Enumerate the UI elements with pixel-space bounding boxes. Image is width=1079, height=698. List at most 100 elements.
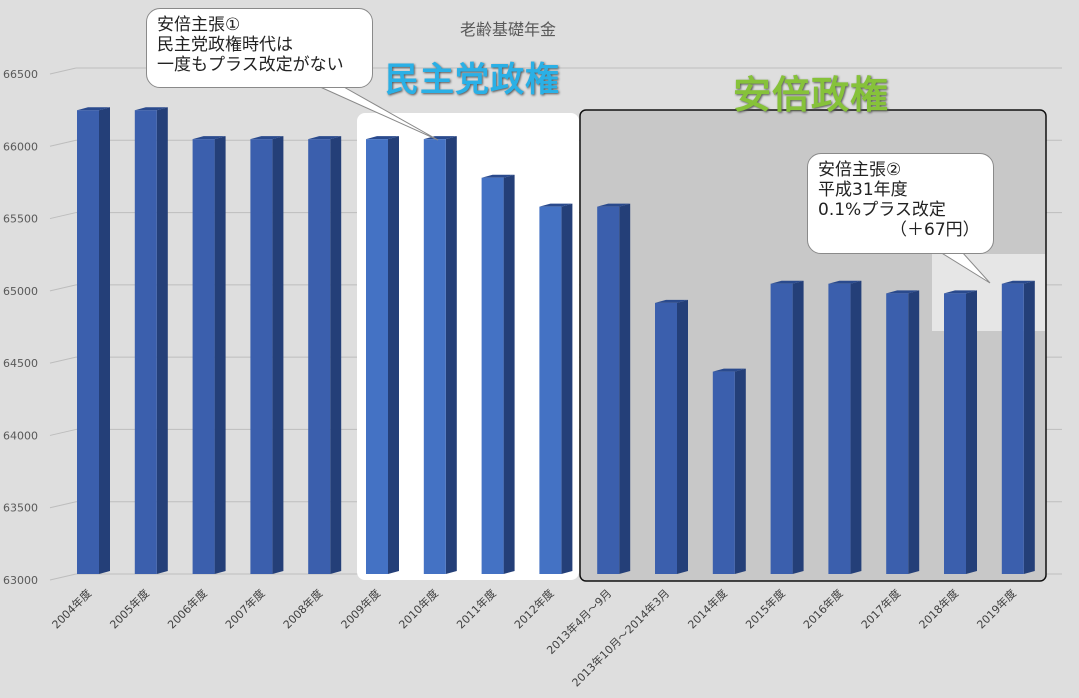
bar-side [677, 299, 688, 574]
x-tick-label: 2011年度 [453, 586, 498, 631]
x-tick-label: 2008年度 [280, 586, 325, 631]
y-tick-label: 65000 [3, 285, 38, 298]
gridline [49, 573, 77, 581]
gridline [49, 139, 77, 147]
x-tick-label: 2019年度 [974, 586, 1019, 631]
gridline [49, 501, 77, 509]
era-label-dpj: 民主党政権 [385, 60, 560, 100]
bar-front [308, 139, 331, 574]
bar-front [77, 110, 99, 575]
bar [770, 280, 804, 574]
bar [481, 174, 515, 574]
callout-2-line: 安倍主張② [818, 160, 902, 180]
bar-top [481, 174, 515, 178]
bar-front [539, 206, 562, 575]
bar-side [908, 290, 920, 574]
bar-side [792, 280, 804, 574]
bar [192, 136, 226, 574]
bar-front [886, 293, 909, 574]
gridline [49, 212, 77, 220]
y-axis-ticks: 63000 63500 64000 64500 65000 65500 66000 66500 [3, 68, 38, 587]
bar-top [539, 203, 573, 207]
bar-top [366, 136, 399, 140]
x-tick-label: 2016年度 [800, 586, 845, 631]
x-tick-label: 2007年度 [222, 586, 267, 631]
bar-front [423, 139, 446, 574]
x-tick-label: 2006年度 [164, 586, 209, 631]
bar [423, 136, 457, 574]
bar-top [1001, 280, 1035, 284]
y-tick-label: 63500 [3, 502, 38, 515]
bar-top [770, 280, 804, 284]
bar-top [77, 107, 110, 111]
callout-2-line: 0.1%プラス改定 [818, 200, 946, 220]
bar-front [828, 283, 851, 574]
bar [366, 136, 399, 574]
bar-side [561, 203, 573, 575]
bar [828, 280, 862, 574]
bar-front [944, 293, 966, 574]
bar-side [99, 107, 110, 575]
y-tick-label: 66000 [3, 140, 38, 153]
x-tick-label: 2009年度 [338, 586, 383, 631]
bar [134, 107, 168, 575]
bar-front [597, 206, 620, 575]
y-tick-label: 66500 [3, 68, 38, 81]
bar-side [272, 136, 284, 574]
callout-1-line: 安倍主張① [157, 15, 241, 35]
bar-top [828, 280, 862, 284]
bar-side [734, 368, 746, 574]
bar-side [388, 136, 399, 574]
bar-side [619, 203, 631, 575]
x-tick-label: 2012年度 [511, 586, 556, 631]
bar [77, 107, 110, 575]
bar [308, 136, 342, 574]
bars [77, 107, 1035, 575]
bar-front [481, 177, 504, 574]
bar-front [134, 110, 157, 575]
y-tick-label: 64500 [3, 357, 38, 370]
bar-front [192, 139, 215, 574]
bar-top [597, 203, 631, 207]
x-tick-label: 2017年度 [858, 586, 903, 631]
x-tick-label: 2015年度 [742, 586, 787, 631]
bar [1001, 280, 1035, 574]
x-tick-label: 2004年度 [49, 586, 94, 631]
bar-front [250, 139, 273, 574]
bar [250, 136, 284, 574]
bar [539, 203, 573, 575]
x-tick-label: 2010年度 [396, 586, 441, 631]
bar-side [503, 174, 515, 574]
era-label-abe: 安倍政権 [733, 73, 890, 117]
y-tick-label: 64000 [3, 429, 38, 442]
gridline [49, 428, 77, 436]
bar [944, 290, 977, 574]
x-tick-label: 2013年10月～2014年3月 [569, 586, 672, 689]
callout-1-line: 一度もプラス改定がない [157, 55, 344, 75]
callout-2-line: （＋67円） [890, 220, 980, 240]
bar-side [966, 290, 977, 574]
x-axis-ticks: 2004年度 2005年度 2006年度 2007年度 2008年度 2009年度 2010… [49, 586, 1019, 689]
bar-side [330, 136, 342, 574]
gridline [49, 284, 77, 292]
dpj-era-highlight [357, 113, 579, 580]
bar-top [250, 136, 284, 140]
bar-front [712, 371, 735, 574]
bar-side [214, 136, 226, 574]
bar-front [1001, 283, 1024, 574]
bar-side [445, 136, 457, 574]
bar-front [770, 283, 793, 574]
bar-top [944, 290, 977, 294]
bar [886, 290, 920, 574]
callout-2-line: 平成31年度 [818, 180, 908, 200]
bar-top [655, 299, 688, 303]
gridline [49, 356, 77, 364]
bar-side [850, 280, 862, 574]
x-tick-label: 2018年度 [916, 586, 961, 631]
bar-top [192, 136, 226, 140]
bar-side [1023, 280, 1035, 574]
callout-claim-2: 安倍主張② 平成31年度 0.1%プラス改定 （＋67円） [807, 153, 994, 254]
bar-front [655, 302, 677, 574]
x-tick-label: 2005年度 [107, 586, 152, 631]
